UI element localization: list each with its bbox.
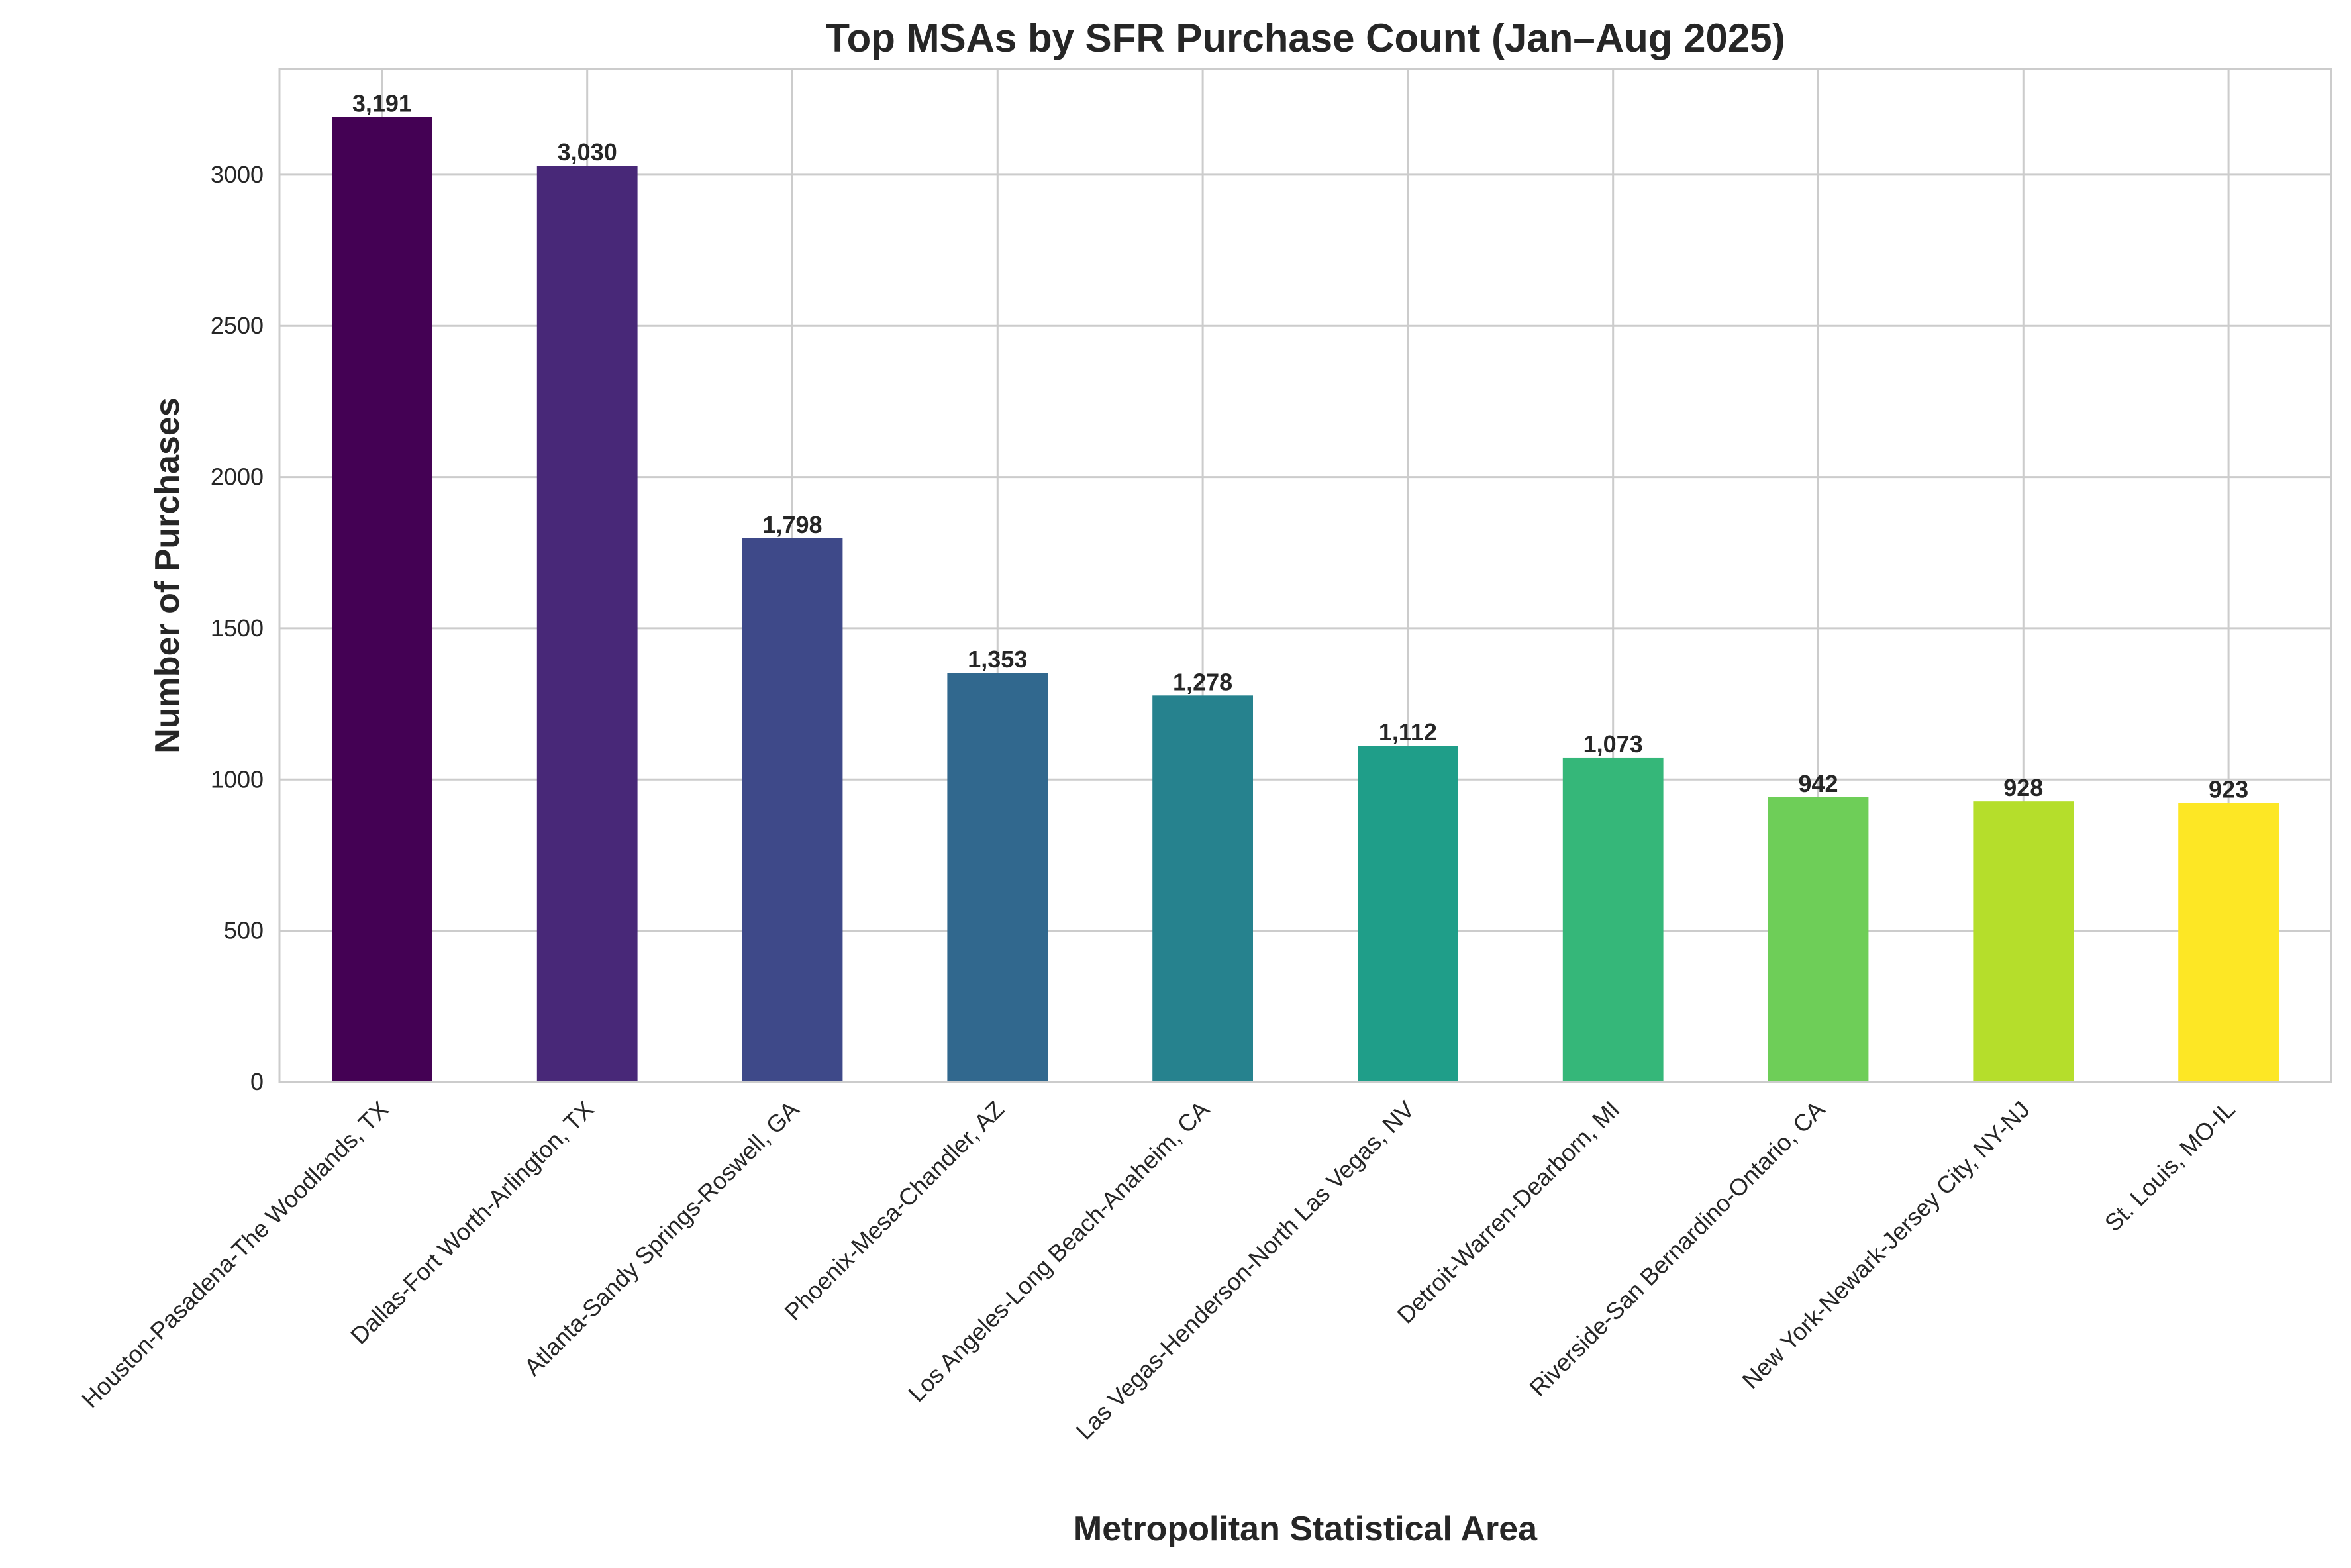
x-tick-label: Phoenix-Mesa-Chandler, AZ	[779, 1096, 1009, 1326]
bar-9	[1973, 801, 2074, 1082]
y-tick-label: 3000	[211, 161, 264, 188]
bar-8	[1768, 797, 1869, 1082]
bars	[331, 117, 2279, 1082]
data-label: 1,798	[762, 511, 822, 538]
bar-4	[947, 673, 1048, 1082]
y-tick-label: 2000	[211, 464, 264, 491]
x-tick-label: Dallas-Fort Worth-Arlington, TX	[345, 1096, 599, 1349]
bar-10	[2178, 803, 2279, 1082]
x-tick-label: Las Vegas-Henderson-North Las Vegas, NV	[1070, 1096, 1419, 1445]
y-tick-label: 2500	[211, 312, 264, 339]
bar-2	[536, 166, 638, 1082]
plot-frame	[278, 68, 2332, 1083]
data-label: 1,278	[1173, 668, 1232, 695]
x-tick-label: St. Louis, MO-IL	[2099, 1096, 2240, 1237]
data-label: 3,030	[558, 138, 617, 166]
x-tick-label: Houston-Pasadena-The Woodlands, TX	[76, 1096, 393, 1413]
data-label: 1,112	[1379, 718, 1437, 746]
bar-5	[1152, 695, 1254, 1082]
y-tick-label: 1500	[211, 614, 264, 642]
data-label: 923	[2209, 775, 2248, 803]
y-tick-label: 0	[250, 1068, 264, 1095]
data-label: 1,353	[968, 646, 1027, 673]
bar-3	[742, 538, 843, 1082]
data-label: 942	[1798, 770, 1838, 797]
x-axis-label: Metropolitan Statistical Area	[1074, 1510, 1538, 1548]
x-tick-label: Detroit-Warren-Dearborn, MI	[1391, 1096, 1625, 1329]
bar-6	[1357, 746, 1458, 1082]
data-label: 928	[2003, 774, 2043, 801]
y-tick-label: 1000	[211, 765, 264, 793]
data-label: 1,073	[1583, 730, 1643, 758]
bar-1	[331, 117, 432, 1082]
chart-title: Top MSAs by SFR Purchase Count (Jan–Aug …	[825, 16, 1785, 60]
y-tick-label: 500	[224, 917, 264, 944]
data-label: 3,191	[352, 90, 412, 117]
bar-7	[1562, 757, 1664, 1082]
y-axis-label: Number of Purchases	[148, 397, 187, 754]
